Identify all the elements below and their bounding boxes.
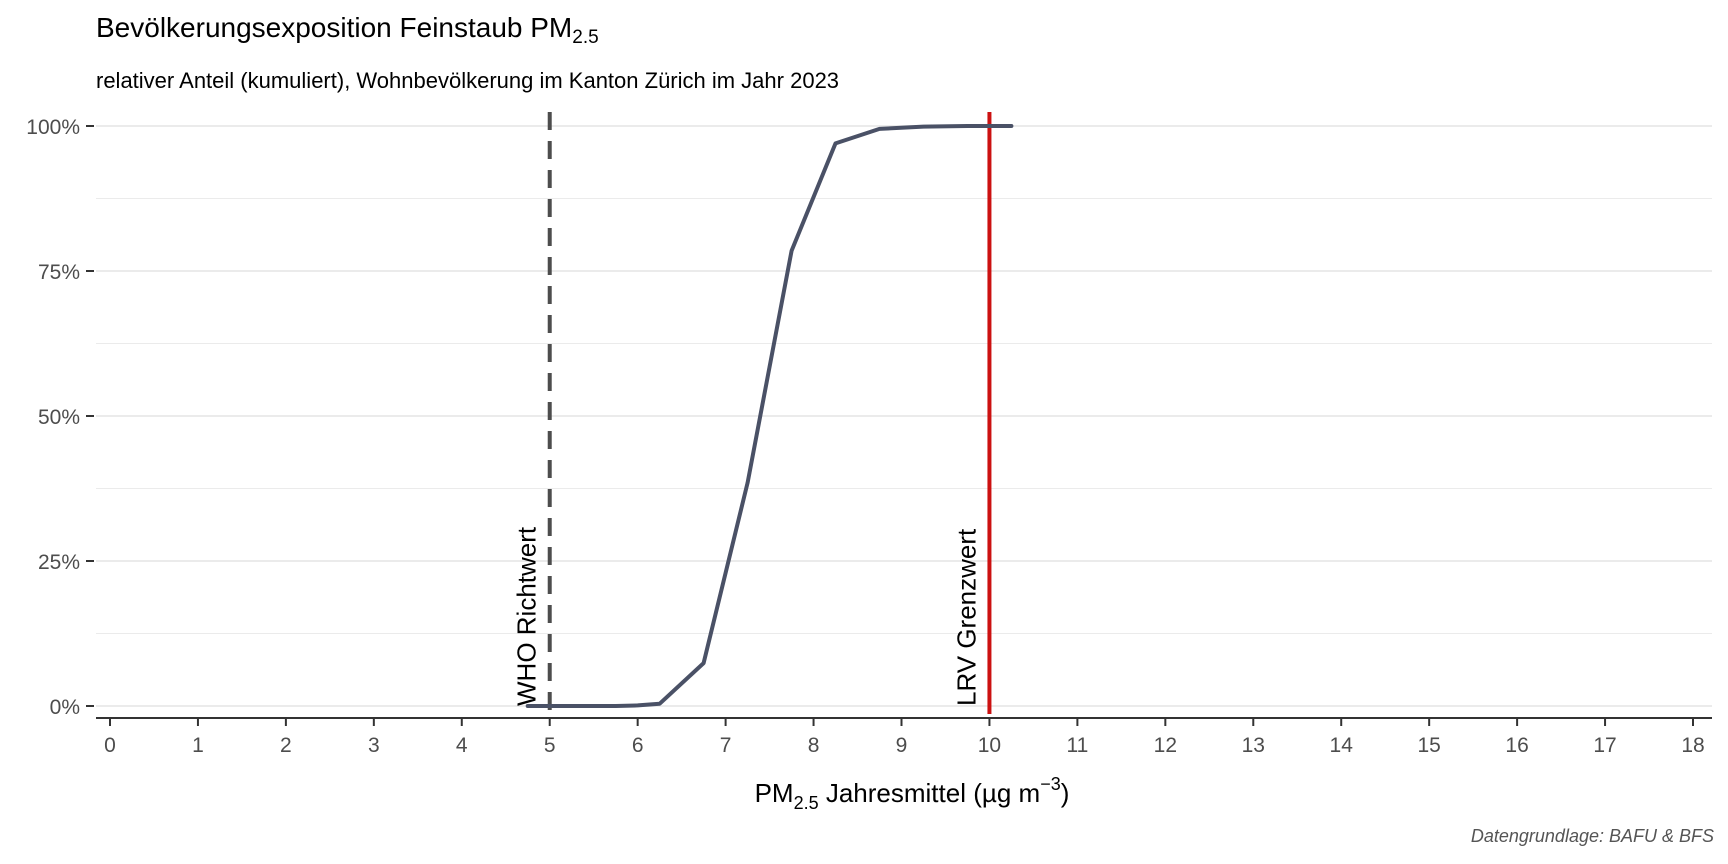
- grid-layer: [96, 125, 1712, 707]
- x-tick-label: 12: [1154, 734, 1177, 757]
- x-tick-label: 7: [720, 734, 732, 757]
- x-tick-label: 14: [1330, 734, 1354, 757]
- x-tick-label: 5: [544, 734, 556, 757]
- y-tick-label: 0%: [50, 696, 80, 719]
- x-tick-label: 18: [1681, 734, 1704, 757]
- chart-subtitle: relativer Anteil (kumuliert), Wohnbevölk…: [96, 68, 840, 93]
- y-tick-label: 25%: [38, 551, 80, 574]
- series-layer: [525, 124, 1014, 708]
- y-tick-label: 50%: [38, 406, 80, 429]
- x-tick-label: 9: [896, 734, 908, 757]
- x-tick-label: 17: [1593, 734, 1616, 757]
- x-tick-label: 11: [1066, 734, 1088, 757]
- x-axis-label: PM2.5 Jahresmittel (µg m−3): [755, 774, 1070, 813]
- series-line: [525, 124, 1014, 708]
- y-tick-label: 100%: [26, 116, 80, 139]
- x-axis-label-prefix: PM: [755, 778, 794, 808]
- x-tick-label: 8: [808, 734, 820, 757]
- chart-title-text: Bevölkerungsexposition Feinstaub PM: [96, 12, 573, 43]
- x-tick-label: 16: [1505, 734, 1528, 757]
- who-guideline-label: WHO Richtwert: [512, 526, 542, 706]
- x-tick-label: 3: [368, 734, 380, 757]
- x-tick-label: 1: [192, 734, 204, 757]
- x-tick-label: 10: [978, 734, 1001, 757]
- x-tick-label: 2: [280, 734, 292, 757]
- y-tick-label: 75%: [38, 261, 80, 284]
- data-source-caption: Datengrundlage: BAFU & BFS: [1470, 826, 1714, 846]
- x-axis-label-superscript: −3: [1040, 774, 1061, 794]
- x-axis-label-text: Jahresmittel (µg m: [819, 778, 1041, 808]
- chart-title-subscript: 2.5: [572, 27, 599, 48]
- x-axis-label-suffix: ): [1061, 778, 1070, 808]
- lrv-limit-label: LRV Grenzwert: [951, 528, 981, 706]
- axis-layer: 0%25%50%75%100%0 1 2 3 4 5 6 7 8 9 10 11 12 13 14 15 16 1…: [26, 116, 1712, 757]
- reference-lines: WHO Richtwert LRV Grenzwert: [512, 112, 992, 714]
- x-axis-label-subscript: 2.5: [794, 793, 819, 813]
- x-tick-label: 0: [104, 734, 116, 757]
- x-tick-label: 4: [456, 734, 468, 757]
- x-tick-label: 13: [1242, 734, 1265, 757]
- x-tick-label: 15: [1417, 734, 1440, 757]
- chart-title: Bevölkerungsexposition Feinstaub PM2.5: [96, 12, 599, 49]
- x-tick-label: 6: [632, 734, 644, 757]
